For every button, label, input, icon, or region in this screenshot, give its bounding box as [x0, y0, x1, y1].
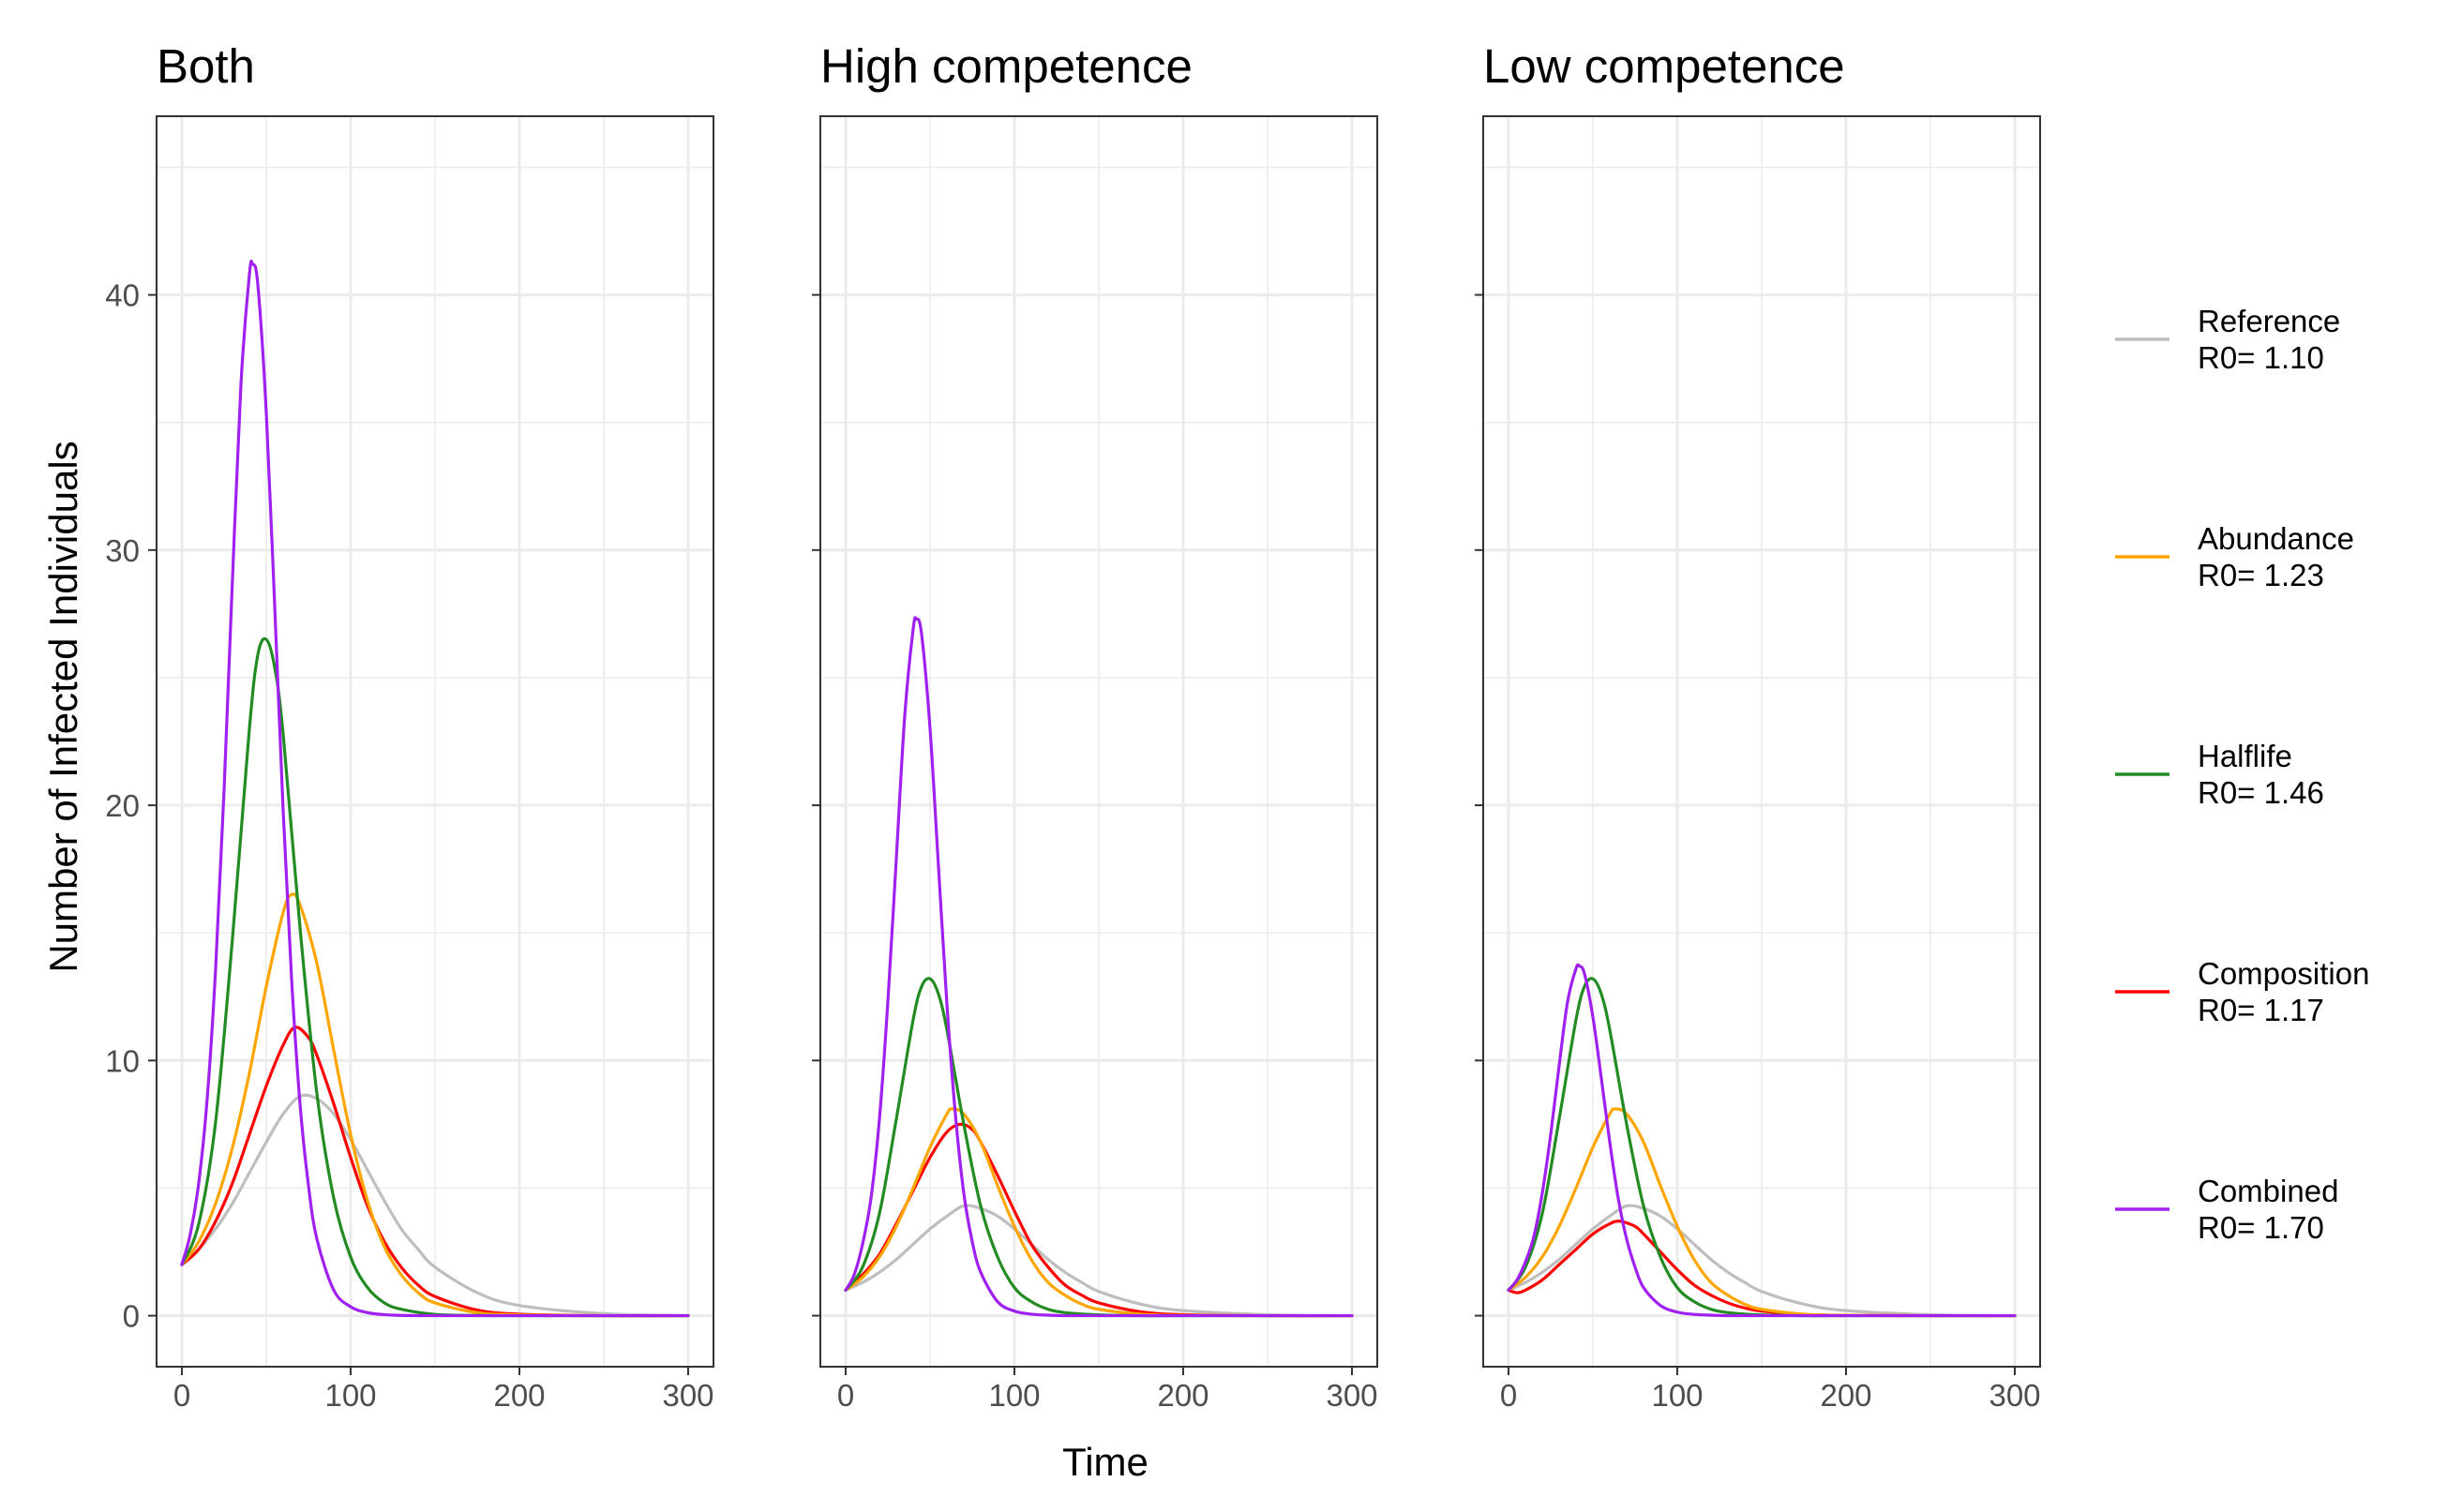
legend-label: Combined: [2198, 1174, 2338, 1208]
panel-low-competence: 0 100 200 300 Low competence: [1475, 39, 2041, 1413]
y-tick-label: 10: [105, 1043, 140, 1078]
legend-r0-value: R0= 1.46: [2198, 775, 2324, 810]
x-tick-label: 0: [837, 1378, 854, 1413]
x-tick-label: 0: [173, 1378, 190, 1413]
legend-label: Abundance: [2198, 521, 2354, 556]
series-line-reference: [844, 1204, 1354, 1318]
x-tick-label: 100: [988, 1378, 1040, 1413]
series-line-abundance: [844, 1107, 1354, 1318]
legend-label: Composition: [2198, 956, 2369, 991]
series-line-combined: [180, 260, 690, 1318]
legend-r0-value: R0= 1.23: [2198, 558, 2324, 592]
series-line-composition: [180, 1025, 690, 1318]
panel-title: Low competence: [1483, 39, 1845, 93]
x-tick-label: 200: [1820, 1378, 1871, 1413]
legend-label: Halflife: [2198, 739, 2292, 773]
series-line-abundance: [1507, 1107, 2017, 1318]
legend-r0-value: R0= 1.70: [2198, 1210, 2324, 1245]
panel-both: 0 100 200 300 0 10 20 30 40 Both: [105, 39, 714, 1413]
x-tick-label: 100: [324, 1378, 376, 1413]
legend-r0-value: R0= 1.17: [2198, 993, 2324, 1027]
series-line-halflife: [180, 636, 690, 1318]
x-tick-label: 200: [1157, 1378, 1208, 1413]
x-tick-label: 200: [493, 1378, 545, 1413]
x-tick-label: 300: [1989, 1378, 2040, 1413]
x-tick-label: 300: [1326, 1378, 1377, 1413]
y-tick-label: 40: [105, 278, 140, 313]
series-line-abundance: [180, 892, 690, 1318]
y-axis-title: Number of Infected Individuals: [41, 441, 85, 972]
x-tick-label: 100: [1651, 1378, 1703, 1413]
x-tick-label: 300: [662, 1378, 713, 1413]
chart-panels: 0 100 200 300 0 10 20 30 40 Both 0 100 200 300 High co…: [105, 39, 2041, 1413]
legend-r0-value: R0= 1.10: [2198, 340, 2324, 375]
panel-border: [156, 115, 714, 1368]
x-tick-label: 0: [1500, 1378, 1517, 1413]
series-line-reference: [1507, 1204, 2017, 1318]
panel-title: Both: [157, 39, 255, 93]
y-tick-label: 30: [105, 533, 140, 568]
series-line-combined: [1507, 963, 2017, 1318]
x-axis-title: Time: [1062, 1440, 1148, 1484]
series-line-reference: [180, 1093, 690, 1317]
legend-label: Reference: [2198, 304, 2340, 338]
y-tick-label: 0: [123, 1299, 140, 1334]
panel-border: [1482, 115, 2041, 1368]
panel-border: [819, 115, 1378, 1368]
panel-title: High competence: [820, 39, 1193, 93]
series-line-combined: [844, 616, 1354, 1318]
panel-high-competence: 0 100 200 300 High competence: [812, 39, 1378, 1413]
y-tick-label: 20: [105, 788, 140, 823]
